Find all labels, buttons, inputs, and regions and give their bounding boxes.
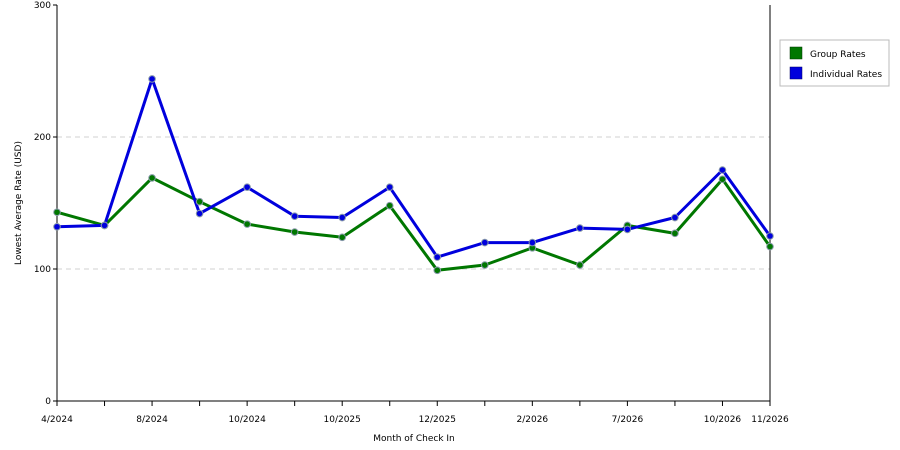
data-point (481, 238, 489, 247)
legend-swatch-individual (789, 66, 803, 80)
y-tick-label: 100 (34, 265, 51, 275)
y-axis-title: Lowest Average Rate (USD) (14, 141, 24, 265)
data-point (53, 222, 61, 231)
data-point (576, 224, 584, 232)
data-point (290, 228, 299, 236)
data-point (481, 261, 489, 269)
series-line-1 (56, 77, 772, 259)
data-point (385, 183, 394, 191)
y-tick-label: 200 (34, 133, 51, 143)
data-point (623, 225, 632, 234)
y-tick-label: 300 (34, 1, 51, 11)
data-point (766, 242, 774, 251)
x-tick-label: 10/2024 (228, 415, 266, 425)
legend-swatch-group (789, 46, 803, 60)
data-point (766, 232, 774, 240)
data-point (385, 201, 394, 210)
x-ticks: 4/2024 8/2024 10/2024 10/2025 12/2025 2/2026 7… (41, 401, 789, 425)
data-point (338, 213, 347, 222)
data-point (671, 229, 679, 238)
data-point (243, 220, 251, 228)
data-point (148, 75, 156, 83)
grid-lines (57, 136, 770, 270)
data-point (338, 233, 347, 242)
x-tick-label: 12/2025 (419, 415, 456, 425)
data-point (576, 261, 584, 269)
data-point (290, 212, 299, 220)
data-point (671, 213, 679, 222)
series-line-0 (56, 176, 772, 272)
data-point (195, 197, 204, 206)
legend-label-individual: Individual Rates (810, 70, 882, 80)
x-tick-label: 2/2026 (516, 415, 548, 425)
series-points (53, 75, 774, 275)
legend: Group Rates Individual Rates (779, 39, 890, 87)
data-point (53, 208, 61, 217)
data-point (528, 238, 537, 247)
data-point (100, 221, 109, 230)
data-point (195, 209, 204, 218)
series-lines (56, 77, 772, 272)
data-point (148, 174, 156, 182)
data-point (433, 266, 442, 275)
axes (56, 5, 771, 402)
x-axis-title: Month of Check In (373, 434, 455, 444)
y-ticks: 0 100 200 300 (34, 1, 57, 407)
x-tick-label: 4/2024 (41, 415, 73, 425)
x-tick-label: 10/2025 (324, 415, 361, 425)
data-point (243, 183, 251, 191)
data-point (718, 175, 727, 184)
x-tick-label: 7/2026 (612, 415, 644, 425)
x-tick-label: 11/2026 (751, 415, 789, 425)
x-tick-label: 8/2024 (136, 415, 168, 425)
y-tick-label: 0 (45, 397, 51, 407)
x-tick-label: 10/2026 (704, 415, 742, 425)
data-point (433, 253, 442, 261)
data-point (718, 166, 727, 174)
legend-label-group: Group Rates (810, 50, 866, 60)
